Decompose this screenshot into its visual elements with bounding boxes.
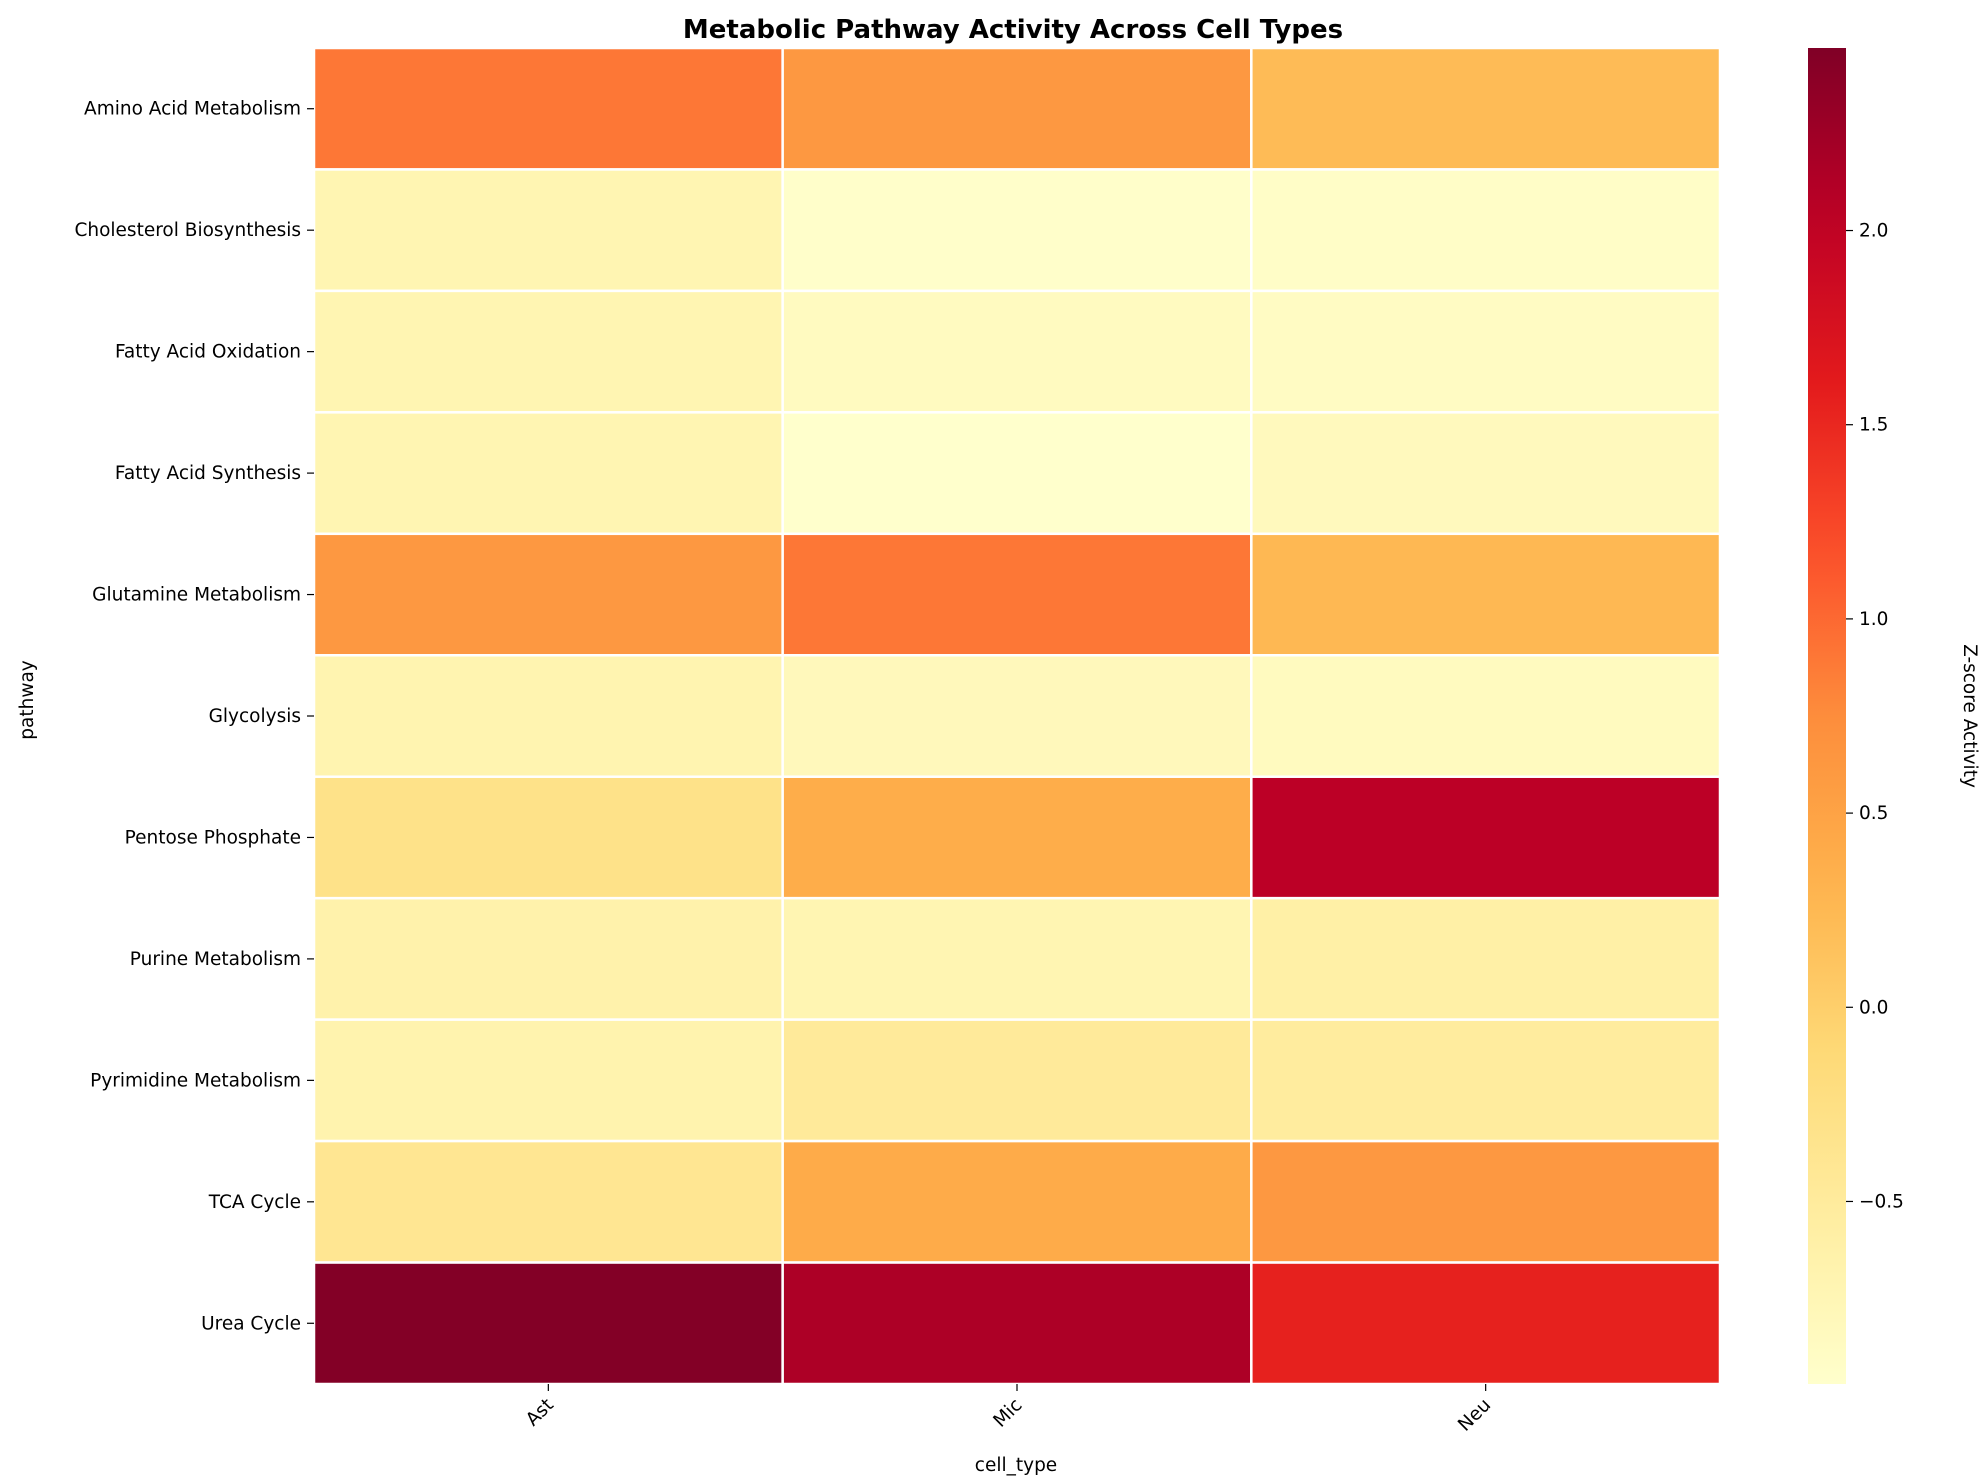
y-tick-label: Cholesterol Biosynthesis bbox=[74, 220, 301, 241]
heatmap-cell bbox=[1250, 896, 1722, 1021]
heatmap-cell bbox=[781, 896, 1253, 1021]
heatmap-cell bbox=[312, 654, 784, 778]
y-tick-label: Glutamine Metabolism bbox=[92, 585, 301, 606]
colorbar-ticks: −0.5 0.0 0.5 1.0 1.5 2.0 bbox=[1846, 221, 1904, 1212]
heatmap-cell bbox=[312, 1139, 784, 1264]
heatmap-cells bbox=[312, 46, 1722, 1386]
colorbar bbox=[1808, 48, 1846, 1384]
heatmap-cell bbox=[1250, 1139, 1722, 1264]
heatmap-cell bbox=[1250, 532, 1722, 657]
colorbar-tick-label: 1.0 bbox=[1859, 609, 1888, 630]
y-tick-label: Glycolysis bbox=[209, 706, 301, 727]
colorbar-tick-label: 2.0 bbox=[1859, 221, 1888, 242]
y-tick-label: TCA Cycle bbox=[208, 1192, 301, 1213]
y-axis-label: pathway bbox=[17, 660, 38, 740]
heatmap-cell bbox=[781, 46, 1253, 171]
heatmap-cell bbox=[781, 1139, 1253, 1264]
heatmap-cell bbox=[781, 654, 1253, 778]
x-tick-label: Neu bbox=[1454, 1395, 1495, 1436]
x-axis-label: cell_type bbox=[975, 1455, 1057, 1476]
colorbar-label: Z-score Activity bbox=[1959, 644, 1980, 788]
heatmap-cell bbox=[1250, 654, 1722, 778]
heatmap-cell bbox=[1250, 775, 1722, 900]
heatmap-cell bbox=[312, 289, 784, 414]
heatmap-cell bbox=[312, 896, 784, 1021]
heatmap-cell bbox=[781, 1018, 1253, 1143]
heatmap-cell bbox=[781, 775, 1253, 900]
x-tick-label: Mic bbox=[990, 1395, 1027, 1432]
chart-title: Metabolic Pathway Activity Across Cell T… bbox=[683, 15, 1343, 45]
colorbar-tick-label: 0.0 bbox=[1859, 997, 1888, 1018]
heatmap-cell bbox=[781, 411, 1253, 536]
heatmap-cell bbox=[312, 46, 784, 171]
y-tick-labels: Amino Acid Metabolism Cholesterol Biosynt… bbox=[74, 99, 314, 1334]
heatmap-cell bbox=[781, 1261, 1253, 1386]
heatmap-cell bbox=[1250, 168, 1722, 293]
heatmap-cell bbox=[312, 411, 784, 536]
y-tick-label: Purine Metabolism bbox=[130, 949, 301, 970]
colorbar-tick-label: −0.5 bbox=[1859, 1191, 1904, 1212]
y-tick-label: Pyrimidine Metabolism bbox=[90, 1070, 301, 1091]
x-tick-labels: Ast Mic Neu bbox=[522, 1384, 1495, 1436]
heatmap-cell bbox=[1250, 1018, 1722, 1143]
heatmap-cell bbox=[781, 168, 1253, 293]
heatmap-cell bbox=[312, 1261, 784, 1386]
heatmap-cell bbox=[312, 1018, 784, 1143]
heatmap-cell bbox=[1250, 289, 1722, 414]
x-tick-label: Ast bbox=[522, 1395, 558, 1431]
heatmap-cell bbox=[1250, 1261, 1722, 1386]
y-tick-label: Amino Acid Metabolism bbox=[84, 99, 301, 120]
y-tick-label: Pentose Phosphate bbox=[125, 827, 301, 848]
heatmap-cell bbox=[781, 532, 1253, 657]
heatmap-cell bbox=[781, 289, 1253, 414]
heatmap-cell bbox=[1250, 411, 1722, 536]
heatmap-cell bbox=[1250, 46, 1722, 171]
y-tick-label: Fatty Acid Synthesis bbox=[115, 463, 301, 484]
heatmap-cell bbox=[312, 168, 784, 293]
y-tick-label: Urea Cycle bbox=[201, 1313, 301, 1334]
colorbar-tick-label: 1.5 bbox=[1859, 415, 1888, 436]
y-tick-label: Fatty Acid Oxidation bbox=[115, 342, 301, 363]
colorbar-tick-label: 0.5 bbox=[1859, 803, 1888, 824]
heatmap-cell bbox=[312, 775, 784, 900]
heatmap-cell bbox=[312, 532, 784, 657]
